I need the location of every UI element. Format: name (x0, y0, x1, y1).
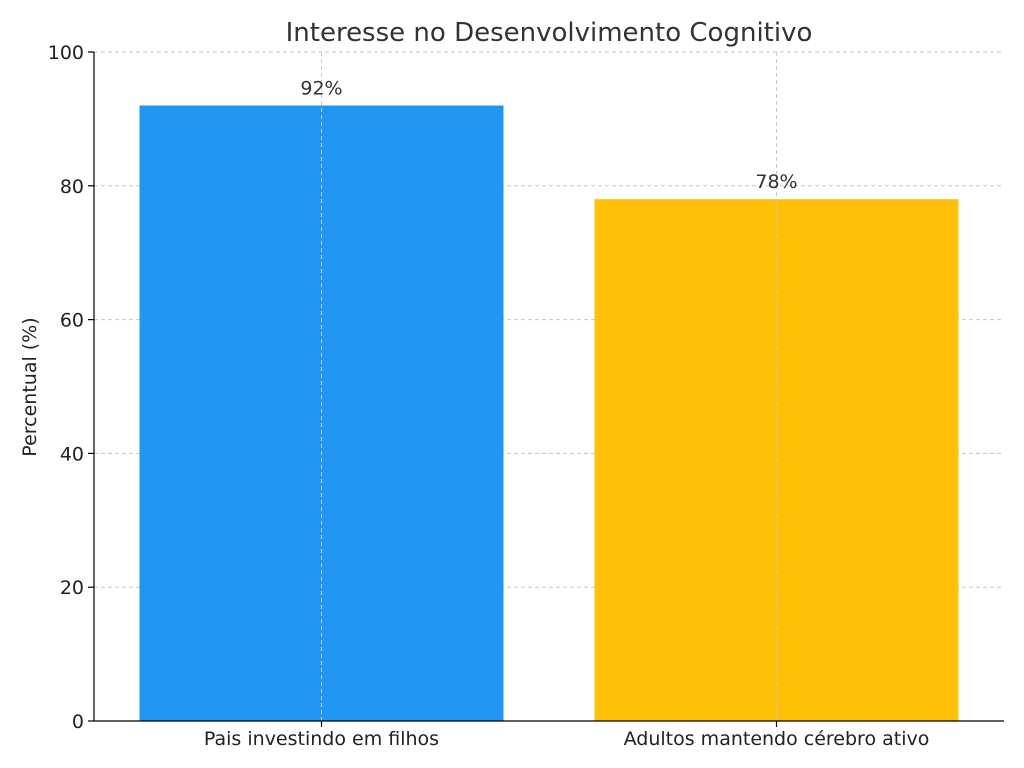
labels-layer: 92% 78% (300, 78, 797, 194)
y-tick-label-2: 40 (60, 443, 84, 465)
data-label-1: 78% (755, 171, 797, 193)
y-axis-label: Percentual (%) (19, 317, 41, 456)
y-tick-label-3: 60 (60, 310, 84, 332)
y-tick-label-4: 80 (60, 176, 84, 198)
x-tick-label-1: Adultos mantendo cérebro ativo (624, 728, 930, 750)
y-tick-label-0: 0 (72, 711, 84, 733)
x-tick-label-0: Pais investindo em filhos (204, 728, 439, 750)
data-label-0: 92% (300, 78, 342, 100)
y-tick-label-5: 100 (48, 42, 84, 64)
axes-layer: 0 20 40 60 80 100 Pais investindo em filhos Adu… (48, 42, 1004, 750)
bars-layer (139, 105, 959, 721)
chart-title: Interesse no Desenvolvimento Cognitivo (286, 18, 813, 48)
y-tick-label-1: 20 (60, 577, 84, 599)
